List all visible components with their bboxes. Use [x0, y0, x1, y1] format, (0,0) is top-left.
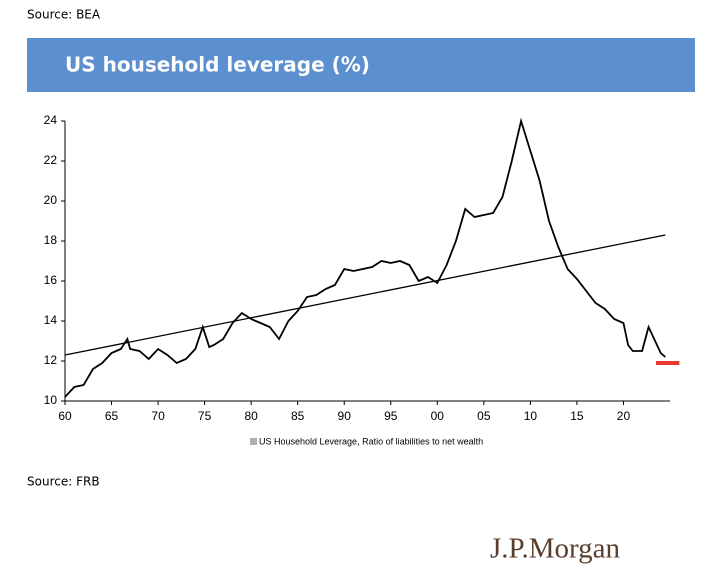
x-tick-label: 85	[291, 409, 305, 423]
x-tick-label: 20	[617, 409, 631, 423]
legend-swatch	[250, 438, 257, 445]
x-tick-label: 80	[244, 409, 258, 423]
series-line	[64, 117, 666, 398]
x-tick-label: 60	[58, 409, 72, 423]
x-tick-label: 90	[338, 409, 352, 423]
legend-label: US Household Leverage, Ratio of liabilit…	[259, 436, 483, 446]
x-tick-label: 65	[105, 409, 119, 423]
logo: J.P.Morgan	[490, 533, 620, 565]
y-tick-label: 22	[44, 153, 58, 167]
x-tick-label: 05	[477, 409, 491, 423]
y-tick-label: 10	[44, 393, 58, 407]
x-tick-label: 75	[198, 409, 212, 423]
source-bottom: Source: FRB	[27, 475, 100, 489]
y-tick-label: 14	[44, 313, 58, 327]
y-tick-label: 18	[44, 233, 58, 247]
x-tick-label: 95	[384, 409, 398, 423]
chart-title: US household leverage (%)	[65, 53, 370, 77]
x-tick-label: 15	[570, 409, 584, 423]
y-tick-label: 24	[44, 113, 58, 127]
x-tick-label: 10	[524, 409, 538, 423]
x-tick-label: 00	[431, 409, 445, 423]
y-tick-label: 12	[44, 353, 58, 367]
y-tick-label: 20	[44, 193, 58, 207]
y-tick-label: 16	[44, 273, 58, 287]
source-top: Source: BEA	[27, 8, 101, 22]
title-banner	[27, 38, 695, 92]
trend-line	[64, 234, 666, 356]
x-tick-label: 70	[151, 409, 165, 423]
